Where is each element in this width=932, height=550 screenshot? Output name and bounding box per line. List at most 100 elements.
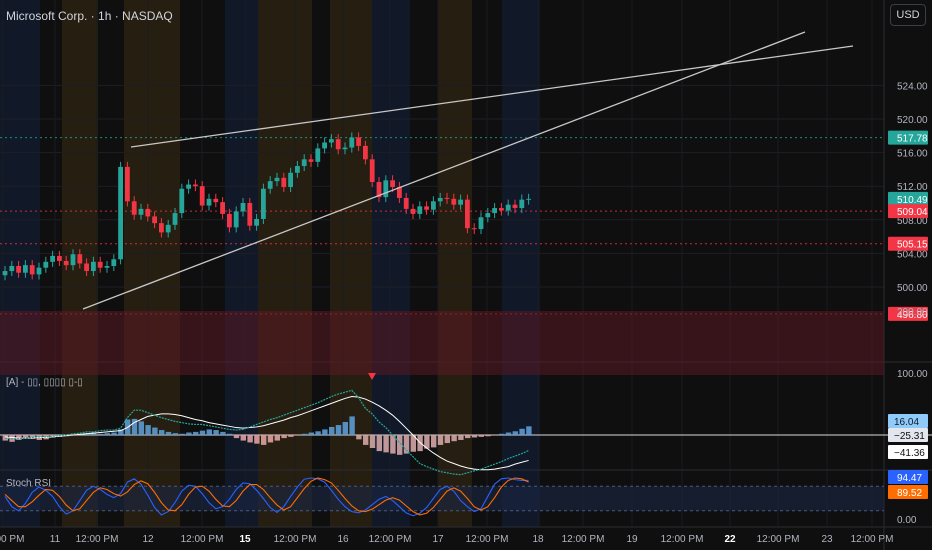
candle-body bbox=[485, 213, 491, 218]
candle-body bbox=[36, 267, 42, 275]
macd-histogram-bar bbox=[444, 435, 450, 444]
candle-body bbox=[465, 199, 470, 229]
macd-histogram-bar bbox=[261, 435, 267, 445]
price-badge-label: 509.04 bbox=[897, 207, 928, 218]
stoch-rsi-indicator-label: Stoch RSI bbox=[6, 478, 52, 489]
macd-value-badge bbox=[888, 414, 928, 428]
candle-body bbox=[369, 159, 375, 182]
candle-body bbox=[451, 198, 457, 205]
session-band bbox=[0, 0, 40, 527]
candle-body bbox=[2, 271, 8, 276]
macd-histogram-bar bbox=[390, 435, 396, 454]
macd-histogram-bar bbox=[465, 435, 471, 439]
macd-value-label: 16.04 bbox=[894, 417, 919, 428]
macd-histogram-bar bbox=[322, 429, 328, 435]
macd-histogram-bar bbox=[458, 435, 464, 440]
candle-body bbox=[444, 197, 450, 199]
macd-histogram-bar bbox=[199, 430, 206, 435]
candle-body bbox=[111, 259, 117, 266]
candle-body bbox=[233, 211, 239, 228]
candle-body bbox=[274, 177, 280, 182]
stoch-value-badge bbox=[888, 470, 928, 484]
candle-body bbox=[159, 223, 164, 233]
candle-body bbox=[335, 139, 341, 150]
candle-body bbox=[57, 255, 62, 261]
price-badge-label: 517.78 bbox=[897, 134, 928, 145]
candle-body bbox=[261, 188, 266, 219]
stoch-value-badge bbox=[888, 485, 928, 499]
macd-histogram-bar bbox=[478, 435, 484, 437]
stoch-series-line bbox=[4, 477, 529, 517]
currency-button[interactable]: USD bbox=[890, 4, 926, 26]
price-tick-label: 504.00 bbox=[897, 249, 928, 260]
macd-value-label: −25.31 bbox=[894, 431, 925, 442]
price-badge-label: 505.15 bbox=[897, 240, 928, 251]
price-badge bbox=[888, 236, 928, 251]
candle-body bbox=[301, 159, 307, 167]
candle-body bbox=[227, 213, 232, 228]
macd-histogram-bar bbox=[424, 435, 430, 449]
candle-body bbox=[91, 261, 96, 272]
candle-body bbox=[254, 218, 259, 226]
candle-body bbox=[267, 181, 273, 189]
macd-histogram-bar bbox=[111, 432, 117, 435]
candle-body bbox=[84, 263, 89, 272]
price-tick-label: 520.00 bbox=[897, 115, 928, 126]
candle-body bbox=[499, 208, 504, 211]
candle-body bbox=[29, 265, 35, 275]
candle-body bbox=[329, 139, 334, 143]
stoch-value-label: 94.47 bbox=[897, 473, 922, 484]
time-tick-label: 12:00 PM bbox=[466, 534, 509, 545]
macd-histogram-bar bbox=[349, 416, 355, 435]
candle-body bbox=[512, 204, 518, 209]
candle-body bbox=[390, 180, 395, 188]
candle-body bbox=[165, 224, 171, 233]
candle-body bbox=[349, 137, 355, 148]
candle-body bbox=[125, 166, 130, 202]
candle-body bbox=[104, 266, 110, 268]
time-tick-label: 23 bbox=[821, 534, 833, 545]
macd-line bbox=[4, 389, 529, 476]
price-tick-label: 512.00 bbox=[897, 182, 928, 193]
candle-body bbox=[505, 204, 511, 211]
candle-body bbox=[179, 188, 185, 214]
macd-histogram-bar bbox=[186, 432, 192, 435]
macd-histogram-bar bbox=[499, 433, 505, 435]
macd-histogram-bar bbox=[335, 425, 342, 435]
price-tick-label: 524.00 bbox=[897, 81, 928, 92]
macd-value-badge bbox=[888, 428, 928, 442]
candle-body bbox=[288, 172, 293, 188]
macd-histogram-bar bbox=[526, 426, 532, 435]
candle-body bbox=[363, 145, 368, 160]
time-tick-label: 12:00 PM bbox=[661, 534, 704, 545]
candle-body bbox=[519, 199, 525, 209]
candle-body bbox=[206, 198, 212, 206]
macd-tick-label: 200.00 bbox=[897, 307, 928, 318]
candle-body bbox=[437, 197, 443, 202]
macd-histogram-bar bbox=[471, 435, 478, 438]
macd-histogram-bar bbox=[247, 435, 253, 443]
stoch-tick-label: 0.00 bbox=[897, 515, 917, 526]
candle-body bbox=[397, 187, 402, 198]
macd-histogram-bar bbox=[159, 430, 165, 435]
macd-histogram-bar bbox=[451, 435, 457, 442]
macd-histogram-bar bbox=[410, 435, 416, 452]
macd-value-badge bbox=[888, 445, 928, 459]
chart-title: Microsoft Corp. · 1h · NASDAQ bbox=[6, 9, 173, 23]
macd-histogram-bar bbox=[91, 432, 97, 435]
price-tick-label: 508.00 bbox=[897, 216, 928, 227]
price-badge-label: 496.80 bbox=[897, 310, 928, 321]
macd-histogram-bar bbox=[397, 435, 403, 455]
candle-body bbox=[199, 186, 205, 206]
candle-body bbox=[131, 201, 137, 215]
macd-histogram-bar bbox=[437, 435, 444, 445]
session-band bbox=[502, 0, 540, 527]
macd-histogram-bar bbox=[213, 430, 219, 435]
candle-body bbox=[50, 255, 55, 262]
macd-histogram-bar bbox=[145, 425, 151, 435]
candle-body bbox=[247, 203, 253, 226]
candle-body bbox=[193, 184, 198, 187]
candle-body bbox=[376, 182, 382, 198]
macd-histogram-bar bbox=[519, 428, 525, 435]
